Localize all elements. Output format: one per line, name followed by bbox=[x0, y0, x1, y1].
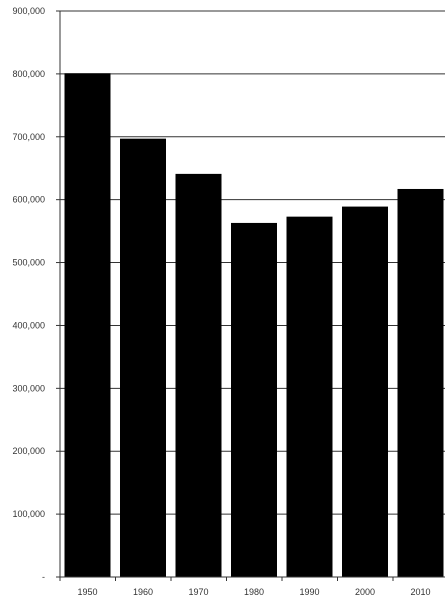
x-tick-label-1960: 1960 bbox=[133, 587, 153, 597]
bar-1950 bbox=[64, 73, 111, 577]
y-tick-labels: - 100,000 200,000 300,000 400,000 500,000 600,… bbox=[12, 6, 45, 582]
x-tick-label-1990: 1990 bbox=[299, 587, 319, 597]
y-tick-label-8: 800,000 bbox=[12, 69, 45, 79]
y-tick-label-3: 300,000 bbox=[12, 383, 45, 393]
x-tick-label-1970: 1970 bbox=[188, 587, 208, 597]
x-tick-label-2010: 2010 bbox=[410, 587, 430, 597]
y-tick-label-2: 200,000 bbox=[12, 446, 45, 456]
bar-1990 bbox=[286, 216, 333, 577]
axes bbox=[59, 11, 445, 578]
x-tick-label-1980: 1980 bbox=[244, 587, 264, 597]
bar-1980 bbox=[231, 222, 277, 578]
bar-1960 bbox=[120, 138, 166, 578]
y-tick-label-0: - bbox=[42, 572, 45, 582]
y-tick-label-4: 400,000 bbox=[12, 320, 45, 330]
y-tick-label-5: 500,000 bbox=[12, 258, 45, 268]
y-tick-label-9: 900,000 bbox=[12, 6, 45, 16]
bars bbox=[64, 73, 444, 578]
x-tick-label-2000: 2000 bbox=[355, 587, 375, 597]
y-tick-label-1: 100,000 bbox=[12, 509, 45, 519]
bar-2000 bbox=[342, 206, 388, 577]
x-tick-label-1950: 1950 bbox=[77, 587, 97, 597]
y-tick-label-7: 700,000 bbox=[12, 132, 45, 142]
bar-2010 bbox=[397, 188, 444, 577]
bar-1970 bbox=[175, 173, 222, 578]
y-tick-label-6: 600,000 bbox=[12, 195, 45, 205]
x-tick-labels: 1950 1960 1970 1980 1990 2000 2010 bbox=[59, 577, 431, 597]
